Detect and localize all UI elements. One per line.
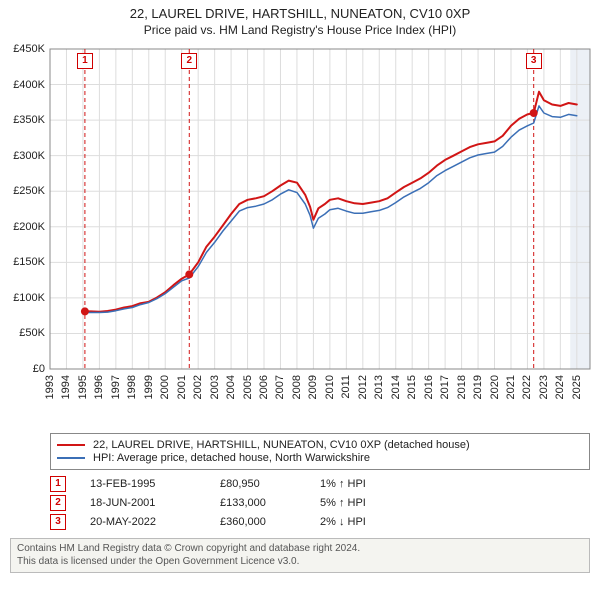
sale-date: 13-FEB-1995 bbox=[90, 478, 220, 490]
x-tick-label: 1997 bbox=[110, 375, 122, 399]
sale-price: £80,950 bbox=[220, 478, 320, 490]
x-tick-label: 1996 bbox=[93, 375, 105, 399]
footer-attribution: Contains HM Land Registry data © Crown c… bbox=[10, 538, 590, 573]
x-tick-label: 2003 bbox=[209, 375, 221, 399]
price-chart: £0 £50K £100K £150K £200K £250K £300K £350K £400… bbox=[0, 39, 600, 429]
sale-marker-box: 3 bbox=[526, 53, 542, 69]
table-row: 3 20-MAY-2022 £360,000 2% ↓ HPI bbox=[50, 514, 590, 530]
legend: 22, LAUREL DRIVE, HARTSHILL, NUNEATON, C… bbox=[50, 433, 590, 470]
x-tick-label: 2015 bbox=[406, 375, 418, 399]
x-tick-label: 2022 bbox=[521, 375, 533, 399]
title-line1: 22, LAUREL DRIVE, HARTSHILL, NUNEATON, C… bbox=[0, 6, 600, 21]
x-tick-label: 2017 bbox=[439, 375, 451, 399]
x-tick-label: 2000 bbox=[159, 375, 171, 399]
sale-price: £133,000 bbox=[220, 497, 320, 509]
page-root: 22, LAUREL DRIVE, HARTSHILL, NUNEATON, C… bbox=[0, 0, 600, 590]
y-tick-label: £0 bbox=[1, 363, 45, 375]
sale-marker-box: 2 bbox=[50, 495, 66, 511]
sale-date: 18-JUN-2001 bbox=[90, 497, 220, 509]
x-tick-label: 2021 bbox=[505, 375, 517, 399]
x-tick-label: 2009 bbox=[307, 375, 319, 399]
x-tick-label: 2013 bbox=[373, 375, 385, 399]
sale-marker-box: 1 bbox=[77, 53, 93, 69]
x-tick-label: 2018 bbox=[456, 375, 468, 399]
x-tick-label: 2011 bbox=[340, 375, 352, 399]
y-tick-label: £250K bbox=[1, 185, 45, 197]
x-tick-label: 2002 bbox=[192, 375, 204, 399]
sale-pct: 1% ↑ HPI bbox=[320, 478, 440, 490]
y-tick-label: £100K bbox=[1, 292, 45, 304]
x-tick-label: 2025 bbox=[571, 375, 583, 399]
y-tick-label: £200K bbox=[1, 221, 45, 233]
x-tick-label: 1998 bbox=[126, 375, 138, 399]
y-tick-label: £400K bbox=[1, 79, 45, 91]
y-tick-label: £150K bbox=[1, 256, 45, 268]
legend-swatch bbox=[57, 457, 85, 459]
x-tick-label: 2001 bbox=[176, 375, 188, 399]
table-row: 2 18-JUN-2001 £133,000 5% ↑ HPI bbox=[50, 495, 590, 511]
x-tick-label: 1995 bbox=[77, 375, 89, 399]
sales-table: 1 13-FEB-1995 £80,950 1% ↑ HPI 2 18-JUN-… bbox=[50, 476, 590, 530]
x-tick-label: 2024 bbox=[554, 375, 566, 399]
footer-line: Contains HM Land Registry data © Crown c… bbox=[17, 543, 583, 556]
chart-svg bbox=[0, 39, 600, 429]
sale-marker-box: 2 bbox=[181, 53, 197, 69]
sale-price: £360,000 bbox=[220, 516, 320, 528]
legend-label: 22, LAUREL DRIVE, HARTSHILL, NUNEATON, C… bbox=[93, 439, 470, 451]
legend-label: HPI: Average price, detached house, Nort… bbox=[93, 452, 370, 464]
legend-swatch bbox=[57, 444, 85, 446]
x-tick-label: 2016 bbox=[423, 375, 435, 399]
x-tick-label: 2005 bbox=[242, 375, 254, 399]
legend-item: 22, LAUREL DRIVE, HARTSHILL, NUNEATON, C… bbox=[57, 439, 583, 451]
sale-date: 20-MAY-2022 bbox=[90, 516, 220, 528]
x-tick-label: 1994 bbox=[60, 375, 72, 399]
y-tick-label: £450K bbox=[1, 43, 45, 55]
legend-item: HPI: Average price, detached house, Nort… bbox=[57, 452, 583, 464]
x-tick-label: 2006 bbox=[258, 375, 270, 399]
sale-pct: 2% ↓ HPI bbox=[320, 516, 440, 528]
sale-pct: 5% ↑ HPI bbox=[320, 497, 440, 509]
x-tick-label: 2010 bbox=[324, 375, 336, 399]
y-tick-label: £350K bbox=[1, 114, 45, 126]
x-tick-label: 1993 bbox=[44, 375, 56, 399]
x-tick-label: 2012 bbox=[357, 375, 369, 399]
x-tick-label: 2020 bbox=[489, 375, 501, 399]
x-tick-label: 2014 bbox=[390, 375, 402, 399]
table-row: 1 13-FEB-1995 £80,950 1% ↑ HPI bbox=[50, 476, 590, 492]
footer-line: This data is licensed under the Open Gov… bbox=[17, 556, 583, 569]
x-tick-label: 2007 bbox=[274, 375, 286, 399]
y-tick-label: £300K bbox=[1, 150, 45, 162]
x-tick-label: 2023 bbox=[538, 375, 550, 399]
x-tick-label: 2008 bbox=[291, 375, 303, 399]
x-tick-label: 2004 bbox=[225, 375, 237, 399]
sale-marker-box: 1 bbox=[50, 476, 66, 492]
title-block: 22, LAUREL DRIVE, HARTSHILL, NUNEATON, C… bbox=[0, 0, 600, 39]
y-tick-label: £50K bbox=[1, 327, 45, 339]
x-tick-label: 2019 bbox=[472, 375, 484, 399]
x-tick-label: 1999 bbox=[143, 375, 155, 399]
title-line2: Price paid vs. HM Land Registry's House … bbox=[0, 23, 600, 37]
sale-marker-box: 3 bbox=[50, 514, 66, 530]
